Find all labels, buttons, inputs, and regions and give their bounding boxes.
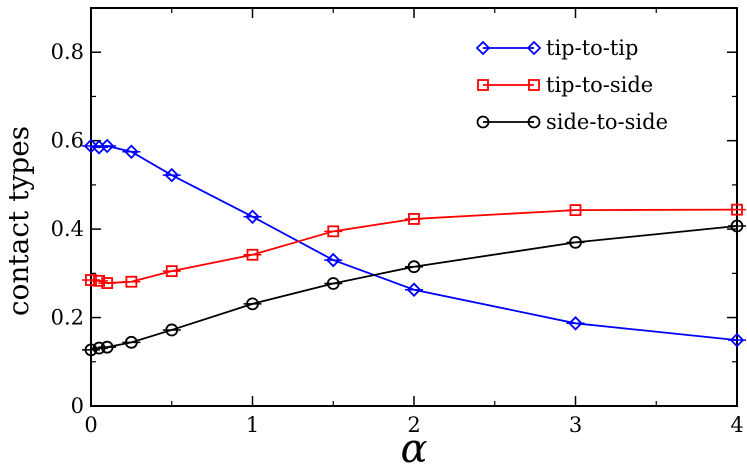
plot-border xyxy=(90,7,738,407)
x-tick-label: 2 xyxy=(407,413,420,437)
data-point xyxy=(101,277,114,289)
data-point xyxy=(125,275,138,288)
data-point xyxy=(124,144,139,159)
data-point xyxy=(406,282,422,297)
data-point xyxy=(85,274,97,286)
axis-tick-labels: 0 1 2 3 4 0 0.2 0.4 0.6 0.8 xyxy=(51,40,744,437)
legend-label: tip-to-tip xyxy=(546,36,638,60)
legend-label: tip-to-side xyxy=(546,73,653,97)
legend-marker xyxy=(476,115,490,129)
x-tick-label: 4 xyxy=(730,413,743,437)
data-point xyxy=(245,209,260,225)
data-series xyxy=(82,138,746,357)
legend: tip-to-tip tip-to-side side-to-side xyxy=(475,36,668,134)
series-side-to-side xyxy=(82,219,746,357)
data-point xyxy=(729,332,745,348)
legend-item-tip-to-side: tip-to-side xyxy=(477,73,653,97)
data-point xyxy=(325,252,341,268)
y-tick-label: 0.4 xyxy=(51,217,84,241)
data-point xyxy=(568,316,583,331)
data-point xyxy=(124,335,138,349)
data-point xyxy=(730,219,744,233)
data-point xyxy=(569,235,582,249)
y-axis-label: contact types xyxy=(2,126,35,316)
x-tick-label: 1 xyxy=(246,413,259,437)
legend-marker xyxy=(527,115,541,129)
series-line xyxy=(90,208,738,284)
legend-item-tip-to-tip: tip-to-tip xyxy=(475,36,638,60)
y-tick-label: 0.2 xyxy=(51,306,84,330)
y-tick-label: 0.8 xyxy=(51,40,84,64)
data-point xyxy=(407,260,421,274)
x-tick-label: 3 xyxy=(569,413,582,437)
data-point xyxy=(246,248,259,261)
data-point xyxy=(165,323,179,337)
legend-label: side-to-side xyxy=(546,110,668,134)
data-point xyxy=(83,138,99,154)
data-point xyxy=(408,213,420,225)
y-tick-label: 0.6 xyxy=(51,129,84,153)
series-tip-to-side xyxy=(82,203,746,289)
data-point xyxy=(165,265,178,278)
data-point xyxy=(84,343,98,357)
series-line xyxy=(90,145,738,342)
legend-marker xyxy=(528,79,540,91)
data-point xyxy=(569,204,582,216)
plot-frame xyxy=(90,7,738,407)
series-line xyxy=(90,225,738,351)
data-point xyxy=(326,277,340,290)
data-point xyxy=(164,167,180,183)
legend-item-side-to-side: side-to-side xyxy=(476,110,668,134)
series-tip-to-tip xyxy=(82,138,746,348)
data-point xyxy=(99,138,115,154)
legend-marker xyxy=(477,79,489,91)
data-point xyxy=(93,274,105,287)
data-point xyxy=(246,297,259,311)
y-tick-label: 0 xyxy=(71,394,84,418)
data-point xyxy=(100,340,114,354)
data-point xyxy=(327,225,340,238)
x-tick-label: 0 xyxy=(84,413,97,437)
legend-marker xyxy=(475,40,491,56)
x-axis-label: α xyxy=(400,426,427,468)
data-point xyxy=(92,341,106,355)
legend-marker xyxy=(526,40,542,56)
axis-ticks xyxy=(90,7,738,407)
data-point xyxy=(731,203,743,216)
